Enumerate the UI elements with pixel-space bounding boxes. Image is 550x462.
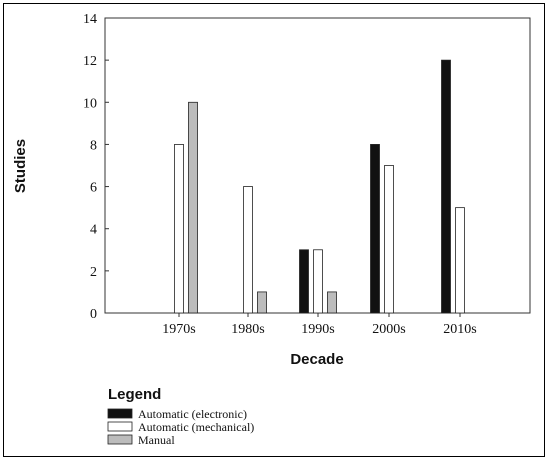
y-tick-label: 10 bbox=[83, 96, 97, 111]
legend-label: Automatic (electronic) bbox=[138, 407, 247, 421]
x-axis-title: Decade bbox=[290, 351, 343, 368]
legend-swatch bbox=[107, 421, 133, 432]
legend-items: Automatic (electronic)Automatic (mechani… bbox=[107, 407, 254, 447]
plot-area: 0 2 4 6 8 10 12 14 1970s 1980s 1990s 2000s 2010s bbox=[83, 12, 531, 337]
y-axis-title: Studies bbox=[12, 139, 29, 193]
y-tick-label: 8 bbox=[90, 138, 97, 153]
bar bbox=[243, 186, 253, 314]
legend-label: Manual bbox=[138, 433, 175, 447]
legend-swatch bbox=[107, 408, 133, 419]
bar bbox=[455, 207, 465, 314]
x-tick-label: 1990s bbox=[301, 322, 334, 337]
y-tick-label: 6 bbox=[90, 181, 97, 196]
x-tick-label: 2010s bbox=[443, 322, 476, 337]
bars bbox=[174, 59, 465, 314]
bar bbox=[327, 291, 337, 314]
bar bbox=[257, 291, 267, 314]
legend-title: Legend bbox=[108, 386, 161, 403]
y-tick-label: 4 bbox=[90, 223, 97, 238]
x-axis-ticks: 1970s 1980s 1990s 2000s 2010s bbox=[162, 313, 477, 337]
bar bbox=[299, 249, 309, 314]
y-tick-label: 0 bbox=[90, 307, 97, 322]
bar bbox=[313, 249, 323, 314]
bar bbox=[370, 144, 380, 314]
bar bbox=[174, 144, 184, 314]
y-tick-label: 14 bbox=[83, 12, 97, 27]
figure-frame bbox=[3, 3, 545, 457]
x-tick-label: 1970s bbox=[162, 322, 195, 337]
legend: Legend Automatic (electronic)Automatic (… bbox=[107, 386, 254, 447]
x-tick-label: 2000s bbox=[372, 322, 405, 337]
legend-label: Automatic (mechanical) bbox=[138, 420, 254, 434]
bar bbox=[441, 59, 451, 314]
y-tick-label: 12 bbox=[83, 54, 97, 69]
y-axis-ticks: 0 2 4 6 8 10 12 14 bbox=[83, 12, 109, 322]
bar bbox=[384, 165, 394, 314]
legend-swatch bbox=[107, 434, 133, 445]
bar bbox=[188, 101, 198, 314]
y-tick-label: 2 bbox=[90, 265, 97, 280]
x-tick-label: 1980s bbox=[231, 322, 264, 337]
